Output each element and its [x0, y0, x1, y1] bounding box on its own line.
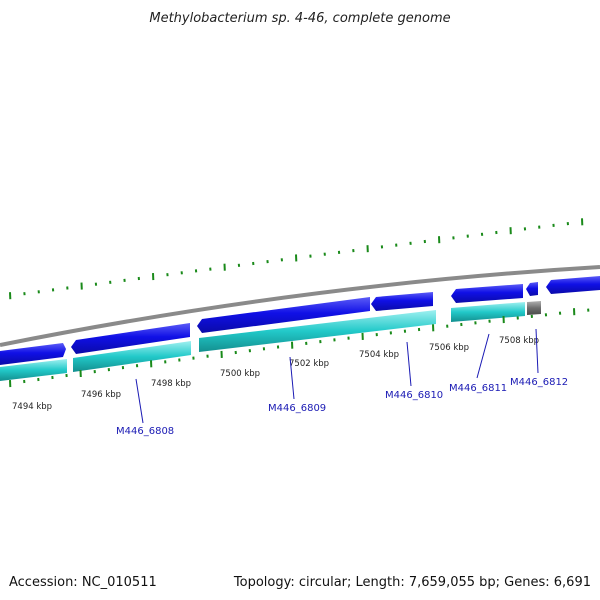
gene-label: M446_6808: [116, 426, 174, 437]
leader-line: [476, 333, 490, 379]
cds-block-unknown: [527, 301, 541, 315]
inner-tick-marks: [9, 308, 590, 388]
outer-tick-marks: [9, 218, 584, 300]
genome-summary-text: Topology: circular; Length: 7,659,055 bp…: [233, 575, 591, 590]
gene-leaders: [135, 328, 539, 424]
gene-arrow: [71, 323, 190, 354]
axis-label: 7498 kbp: [151, 379, 191, 389]
leader-line: [289, 356, 295, 400]
gene-label: M446_6811: [449, 383, 507, 394]
gene-arrow: [546, 276, 600, 294]
gene-arrow: [0, 343, 66, 365]
gene-label: M446_6810: [385, 390, 443, 401]
gene-labels: M446_6808 M446_6809 M446_6810 M446_6811 …: [116, 377, 568, 437]
leader-line: [406, 341, 412, 387]
gene-track-forward: [0, 276, 600, 365]
axis-label: 7494 kbp: [12, 402, 52, 412]
leader-line: [135, 378, 144, 424]
gene-arrow: [371, 292, 433, 311]
axis-label: 7506 kbp: [429, 343, 469, 353]
gene-label: M446_6809: [268, 403, 326, 414]
gene-arrow: [526, 282, 538, 296]
genome-backbone: [0, 265, 600, 347]
map-title: Methylobacterium sp. 4-46, complete geno…: [149, 11, 450, 26]
accession-text: Accession: NC_010511: [9, 575, 157, 590]
gene-arrow: [197, 297, 370, 333]
cds-block: [73, 341, 191, 372]
gene-arrow: [451, 284, 523, 303]
axis-label: 7504 kbp: [359, 350, 399, 360]
cds-track: [0, 301, 541, 381]
axis-label: 7508 kbp: [499, 336, 539, 346]
cds-block: [199, 310, 436, 352]
cds-block: [451, 302, 525, 322]
axis-label: 7496 kbp: [81, 390, 121, 400]
axis-label: 7500 kbp: [220, 369, 260, 379]
axis-labels: 7494 kbp 7496 kbp 7498 kbp 7500 kbp 7502…: [12, 336, 539, 412]
cds-block: [0, 359, 67, 381]
axis-label: 7502 kbp: [289, 359, 329, 369]
leader-line: [535, 328, 539, 374]
gene-label: M446_6812: [510, 377, 568, 388]
